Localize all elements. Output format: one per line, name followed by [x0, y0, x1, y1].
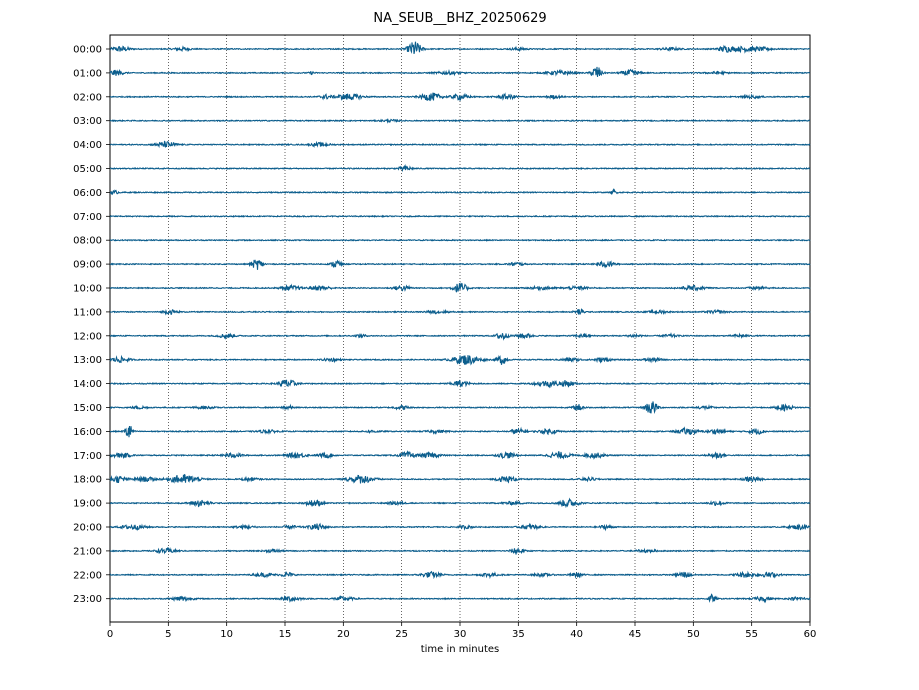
y-tick-label: 02:00	[73, 92, 102, 103]
x-tick-label: 10	[220, 629, 233, 640]
x-tick-label: 5	[165, 629, 171, 640]
trace-line	[109, 593, 811, 604]
trace-layer	[109, 41, 811, 604]
x-tick-label: 50	[687, 629, 700, 640]
trace-line	[109, 546, 811, 555]
trace-line	[109, 570, 811, 580]
x-tick-label: 25	[395, 629, 408, 640]
trace-line	[109, 92, 811, 102]
y-tick-label: 01:00	[73, 68, 102, 79]
y-tick-label: 15:00	[73, 403, 102, 414]
y-tick-label: 21:00	[73, 546, 102, 557]
y-tick-label: 10:00	[73, 284, 102, 295]
y-tick-label: 06:00	[73, 188, 102, 199]
y-tick-label: 23:00	[73, 594, 102, 605]
trace-line	[109, 332, 811, 341]
x-tick-label: 0	[107, 629, 113, 640]
y-tick-label: 22:00	[73, 570, 102, 581]
y-tick-label: 09:00	[73, 260, 102, 271]
trace-line	[109, 238, 811, 242]
trace-line	[109, 522, 811, 532]
trace-line	[109, 214, 811, 218]
y-tick-label: 16:00	[73, 427, 102, 438]
trace-line	[109, 259, 811, 270]
x-tick-label: 40	[570, 629, 583, 640]
trace-line	[109, 282, 811, 293]
chart-title: NA_SEUB__BHZ_20250629	[373, 11, 547, 26]
x-tick-label: 30	[454, 629, 467, 640]
trace-line	[109, 401, 811, 414]
y-tick-label: 07:00	[73, 212, 102, 223]
x-tick-label: 55	[745, 629, 758, 640]
trace-line	[109, 164, 811, 173]
y-tick-label: 12:00	[73, 331, 102, 342]
y-tick-label: 00:00	[73, 45, 102, 56]
x-tick-label: 35	[512, 629, 525, 640]
x-tick-label: 45	[629, 629, 642, 640]
trace-line	[109, 450, 811, 460]
trace-line	[109, 140, 811, 149]
y-tick-label: 08:00	[73, 236, 102, 247]
y-tick-label: 14:00	[73, 379, 102, 390]
trace-line	[109, 66, 811, 77]
y-tick-label: 04:00	[73, 140, 102, 151]
y-axis: 00:00 01:00 02:00 03:00 04:00 05:00 06:00 07:00…	[73, 45, 110, 605]
trace-line	[109, 473, 811, 484]
trace-line	[109, 41, 811, 54]
x-axis-label: time in minutes	[420, 644, 500, 655]
trace-line	[109, 497, 811, 509]
y-tick-label: 17:00	[73, 451, 102, 462]
vertical-grid	[168, 35, 752, 622]
x-tick-label: 20	[337, 629, 350, 640]
trace-line	[109, 379, 811, 389]
y-tick-label: 05:00	[73, 164, 102, 175]
trace-line	[109, 425, 811, 438]
x-axis: 0 5 10 15 20 25 30 35 40 45 50 55 60	[107, 622, 817, 640]
trace-line	[109, 308, 811, 316]
y-tick-label: 20:00	[73, 523, 102, 534]
y-tick-label: 19:00	[73, 499, 102, 510]
trace-line	[109, 354, 811, 366]
x-tick-label: 15	[279, 629, 292, 640]
y-tick-label: 18:00	[73, 475, 102, 486]
y-tick-label: 11:00	[73, 307, 102, 318]
trace-line	[109, 118, 811, 124]
y-tick-label: 03:00	[73, 116, 102, 127]
y-tick-label: 13:00	[73, 355, 102, 366]
x-tick-label: 60	[804, 629, 817, 640]
trace-line	[109, 188, 811, 196]
